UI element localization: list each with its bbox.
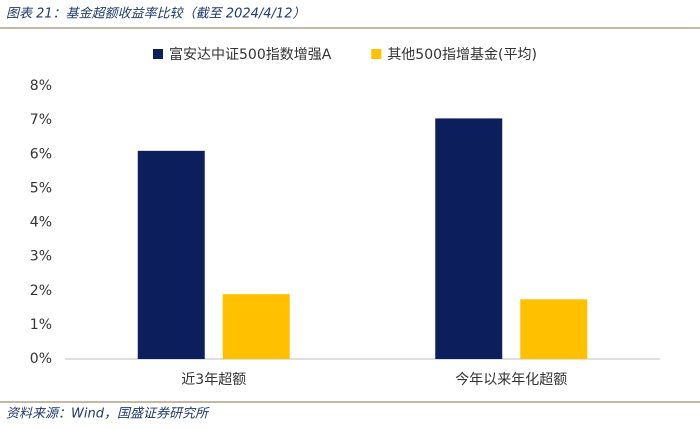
source-note: 资料来源：Wind，国盛证券研究所 [6, 406, 210, 422]
legend-label: 富安达中证500指数增强A [169, 46, 332, 63]
y-tick-label: 3% [30, 249, 52, 265]
legend-label: 其他500指增基金(平均) [387, 46, 537, 63]
y-tick-label: 8% [30, 78, 52, 94]
bar [435, 118, 503, 359]
y-tick-label: 4% [30, 215, 52, 231]
x-tick-label: 今年以来年化超额 [455, 372, 567, 388]
bar [137, 150, 205, 359]
y-tick-label: 1% [30, 317, 52, 333]
y-tick-label: 0% [30, 351, 52, 367]
y-tick-label: 5% [30, 180, 52, 196]
legend-swatch [371, 49, 382, 59]
y-tick-label: 7% [30, 112, 52, 128]
bar [520, 299, 588, 359]
x-tick-label: 近3年超额 [181, 372, 246, 388]
chart-title: 图表 21：基金超额收益率比较（截至 2024/4/12） [6, 6, 305, 22]
bar [222, 294, 290, 359]
y-tick-label: 2% [30, 283, 52, 299]
y-tick-label: 6% [30, 146, 52, 162]
legend-swatch [153, 49, 163, 59]
